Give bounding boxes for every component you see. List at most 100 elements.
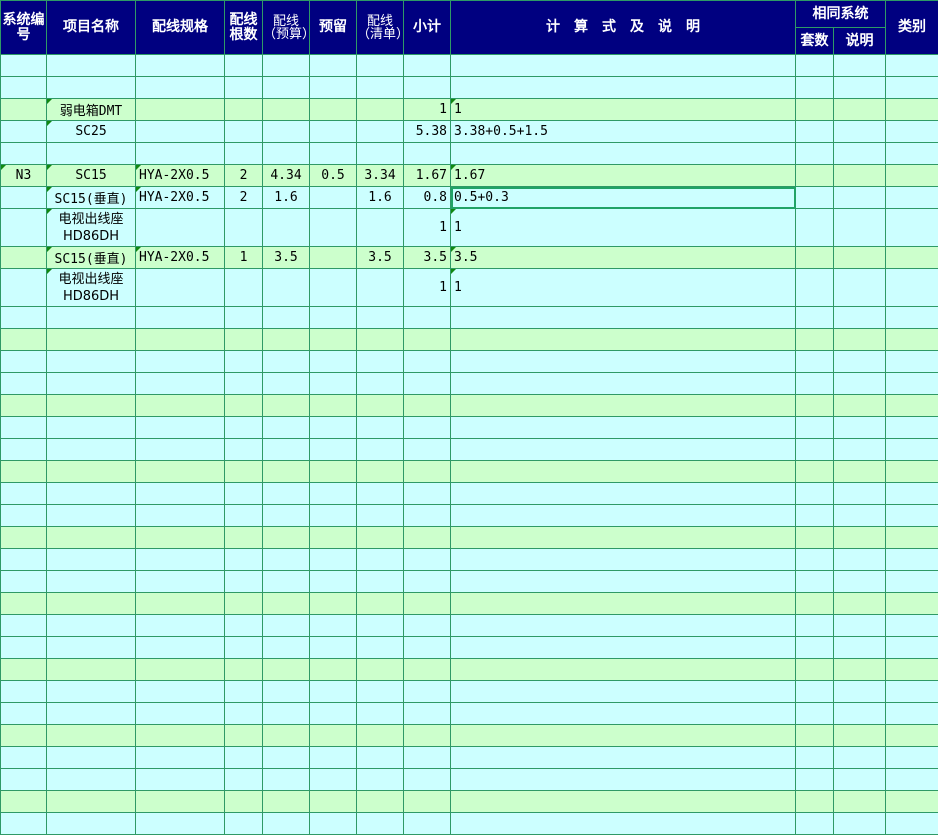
cell-sys-code[interactable] [1,637,47,659]
cell-wire-spec[interactable] [136,55,225,77]
cell-item-name[interactable] [47,549,136,571]
cell-note[interactable] [834,99,886,121]
cell-note[interactable] [834,55,886,77]
cell-wire-list[interactable] [357,637,404,659]
cell-reserve[interactable] [310,813,357,835]
cell-sets[interactable] [796,461,834,483]
cell-category[interactable] [886,791,938,813]
cell-note[interactable] [834,483,886,505]
header-sys-code[interactable]: 系统编号 [1,1,47,55]
cell-sys-code[interactable] [1,549,47,571]
cell-wire-budget[interactable] [263,269,310,307]
cell-note[interactable] [834,351,886,373]
cell-wire-spec[interactable] [136,747,225,769]
cell-wire-list[interactable]: 3.5 [357,247,404,269]
cell-subtotal[interactable] [404,615,451,637]
cell-reserve[interactable] [310,307,357,329]
cell-reserve[interactable] [310,395,357,417]
cell-wire-budget[interactable] [263,725,310,747]
cell-wire-count[interactable] [225,791,263,813]
cell-formula[interactable] [451,143,796,165]
cell-wire-list[interactable] [357,121,404,143]
cell-subtotal[interactable] [404,791,451,813]
cell-wire-spec[interactable] [136,615,225,637]
cell-note[interactable] [834,747,886,769]
cell-formula[interactable]: 1 [451,269,796,307]
cell-wire-list[interactable] [357,703,404,725]
cell-reserve[interactable] [310,791,357,813]
cell-subtotal[interactable] [404,439,451,461]
cell-item-name[interactable] [47,813,136,835]
cell-wire-spec[interactable] [136,483,225,505]
cell-wire-spec[interactable] [136,527,225,549]
cell-wire-count[interactable] [225,99,263,121]
cell-item-name[interactable] [47,505,136,527]
cell-wire-list[interactable] [357,681,404,703]
cell-category[interactable] [886,725,938,747]
cell-wire-count[interactable] [225,615,263,637]
header-wire-count[interactable]: 配线根数 [225,1,263,55]
cell-wire-budget[interactable] [263,593,310,615]
cell-sets[interactable] [796,615,834,637]
cell-category[interactable] [886,247,938,269]
cell-reserve[interactable] [310,703,357,725]
cell-wire-count[interactable] [225,703,263,725]
cell-sys-code[interactable] [1,187,47,209]
cell-wire-spec[interactable] [136,703,225,725]
cell-item-name[interactable] [47,439,136,461]
cell-item-name[interactable] [47,791,136,813]
cell-wire-spec[interactable] [136,351,225,373]
cell-sys-code[interactable] [1,269,47,307]
cell-wire-spec[interactable] [136,121,225,143]
cell-subtotal[interactable]: 1 [404,99,451,121]
cell-wire-count[interactable] [225,659,263,681]
cell-sys-code[interactable] [1,373,47,395]
cell-subtotal[interactable] [404,703,451,725]
cell-sys-code[interactable] [1,307,47,329]
cell-formula[interactable]: 3.38+0.5+1.5 [451,121,796,143]
cell-reserve[interactable] [310,417,357,439]
cell-sys-code[interactable] [1,681,47,703]
cell-note[interactable] [834,329,886,351]
cell-wire-list[interactable] [357,77,404,99]
cell-sets[interactable] [796,527,834,549]
cell-category[interactable] [886,769,938,791]
cell-formula[interactable]: 1 [451,209,796,247]
cell-sys-code[interactable] [1,247,47,269]
cell-wire-budget[interactable] [263,143,310,165]
cell-reserve[interactable] [310,725,357,747]
cell-wire-count[interactable] [225,527,263,549]
cell-subtotal[interactable] [404,77,451,99]
cell-wire-spec[interactable] [136,659,225,681]
header-subtotal[interactable]: 小计 [404,1,451,55]
cell-wire-count[interactable] [225,143,263,165]
cell-sys-code[interactable]: N3 [1,165,47,187]
cell-item-name[interactable] [47,593,136,615]
cell-formula[interactable] [451,703,796,725]
cell-note[interactable] [834,461,886,483]
cell-wire-list[interactable] [357,505,404,527]
cell-subtotal[interactable] [404,505,451,527]
cell-category[interactable] [886,461,938,483]
cell-note[interactable] [834,593,886,615]
cell-item-name[interactable] [47,725,136,747]
cell-wire-list[interactable]: 3.34 [357,165,404,187]
cell-reserve[interactable] [310,143,357,165]
cell-subtotal[interactable] [404,549,451,571]
cell-wire-spec[interactable] [136,813,225,835]
cell-item-name[interactable] [47,637,136,659]
cell-sets[interactable] [796,395,834,417]
cell-sets[interactable] [796,505,834,527]
cell-formula[interactable] [451,725,796,747]
cell-wire-count[interactable] [225,121,263,143]
cell-reserve[interactable] [310,99,357,121]
cell-wire-spec[interactable] [136,769,225,791]
cell-formula[interactable] [451,747,796,769]
cell-wire-count[interactable] [225,637,263,659]
cell-sys-code[interactable] [1,351,47,373]
cell-category[interactable] [886,813,938,835]
cell-sets[interactable] [796,417,834,439]
cell-subtotal[interactable] [404,307,451,329]
cell-wire-budget[interactable] [263,659,310,681]
cell-category[interactable] [886,351,938,373]
